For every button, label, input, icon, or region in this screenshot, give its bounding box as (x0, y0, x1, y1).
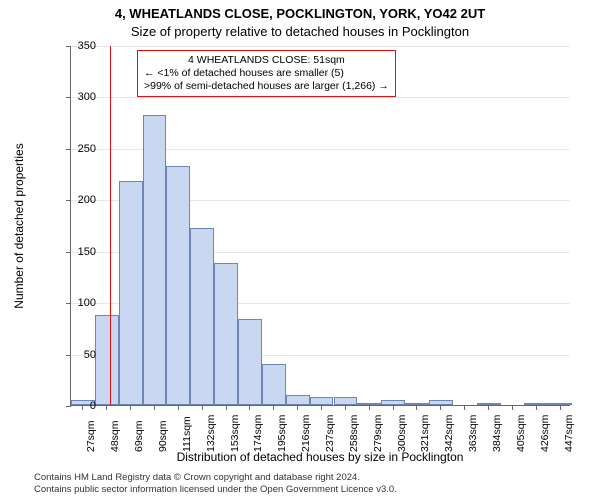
x-tick-label: 216sqm (300, 415, 312, 452)
y-axis-label-wrap: Number of detached properties (12, 46, 26, 406)
histogram-bar (238, 319, 262, 405)
x-tick-mark (249, 405, 250, 410)
x-tick-mark (512, 405, 513, 410)
x-tick-label: 279sqm (372, 415, 384, 452)
annotation-line-3: >99% of semi-detached houses are larger … (144, 80, 389, 93)
y-tick-label: 50 (46, 349, 96, 361)
histogram-bar (166, 166, 190, 405)
x-tick-label: 384sqm (491, 415, 503, 452)
x-tick-mark (226, 405, 227, 410)
x-tick-label: 426sqm (539, 415, 551, 452)
x-tick-label: 174sqm (252, 415, 264, 452)
plot-area: 4 WHEATLANDS CLOSE: 51sqm ← <1% of detac… (70, 46, 570, 406)
x-tick-mark (536, 405, 537, 410)
x-tick-mark (130, 405, 131, 410)
x-tick-label: 153sqm (229, 415, 241, 452)
x-tick-mark (297, 405, 298, 410)
histogram-bar (214, 263, 238, 405)
footer-line-2: Contains public sector information licen… (34, 484, 397, 496)
y-tick-label: 150 (46, 246, 96, 258)
x-tick-mark (106, 405, 107, 410)
histogram-bar (334, 397, 358, 405)
histogram-bar (286, 395, 310, 405)
x-tick-label: 405sqm (515, 415, 527, 452)
chart-container: 4, WHEATLANDS CLOSE, POCKLINGTON, YORK, … (0, 0, 600, 500)
x-tick-label: 237sqm (324, 415, 336, 452)
x-tick-label: 111sqm (181, 416, 193, 452)
y-tick-label: 250 (46, 143, 96, 155)
x-tick-mark (178, 405, 179, 410)
histogram-bar (190, 228, 214, 405)
x-tick-label: 342sqm (443, 415, 455, 452)
chart-title-sub: Size of property relative to detached ho… (0, 24, 600, 39)
histogram-bar (310, 397, 334, 405)
x-tick-label: 258sqm (348, 415, 360, 452)
histogram-bar (143, 115, 167, 405)
x-tick-label: 27sqm (85, 420, 97, 452)
x-tick-label: 447sqm (563, 415, 575, 452)
x-tick-mark (560, 405, 561, 410)
annotation-line-1: 4 WHEATLANDS CLOSE: 51sqm (144, 54, 389, 67)
x-tick-mark (464, 405, 465, 410)
x-tick-mark (345, 405, 346, 410)
y-tick-label: 300 (46, 91, 96, 103)
y-tick-label: 100 (46, 297, 96, 309)
x-tick-mark (416, 405, 417, 410)
x-tick-label: 132sqm (205, 415, 217, 452)
bar-strip (71, 46, 570, 405)
x-tick-mark (273, 405, 274, 410)
reference-line (110, 46, 111, 405)
x-tick-label: 321sqm (419, 415, 431, 452)
annotation-line-2: ← <1% of detached houses are smaller (5) (144, 67, 389, 80)
footer-line-1: Contains HM Land Registry data © Crown c… (34, 472, 397, 484)
y-axis-label: Number of detached properties (12, 143, 26, 308)
y-tick-label: 350 (46, 40, 96, 52)
x-tick-label: 90sqm (157, 420, 169, 452)
histogram-bar (95, 315, 119, 406)
x-axis-label: Distribution of detached houses by size … (70, 450, 570, 464)
chart-title-main: 4, WHEATLANDS CLOSE, POCKLINGTON, YORK, … (0, 6, 600, 21)
x-tick-mark (393, 405, 394, 410)
x-tick-mark (440, 405, 441, 410)
x-tick-label: 300sqm (396, 415, 408, 452)
x-tick-label: 69sqm (133, 420, 145, 452)
y-tick-label: 200 (46, 194, 96, 206)
footer-attribution: Contains HM Land Registry data © Crown c… (34, 472, 397, 496)
histogram-bar (119, 181, 143, 405)
x-tick-mark (154, 405, 155, 410)
x-tick-mark (321, 405, 322, 410)
x-tick-mark (202, 405, 203, 410)
y-tick-label: 0 (46, 400, 96, 412)
histogram-bar (262, 364, 286, 405)
x-tick-label: 195sqm (276, 415, 288, 452)
annotation-box: 4 WHEATLANDS CLOSE: 51sqm ← <1% of detac… (137, 50, 396, 97)
x-tick-mark (369, 405, 370, 410)
x-tick-label: 48sqm (109, 420, 121, 452)
x-tick-mark (488, 405, 489, 410)
x-tick-label: 363sqm (467, 415, 479, 452)
